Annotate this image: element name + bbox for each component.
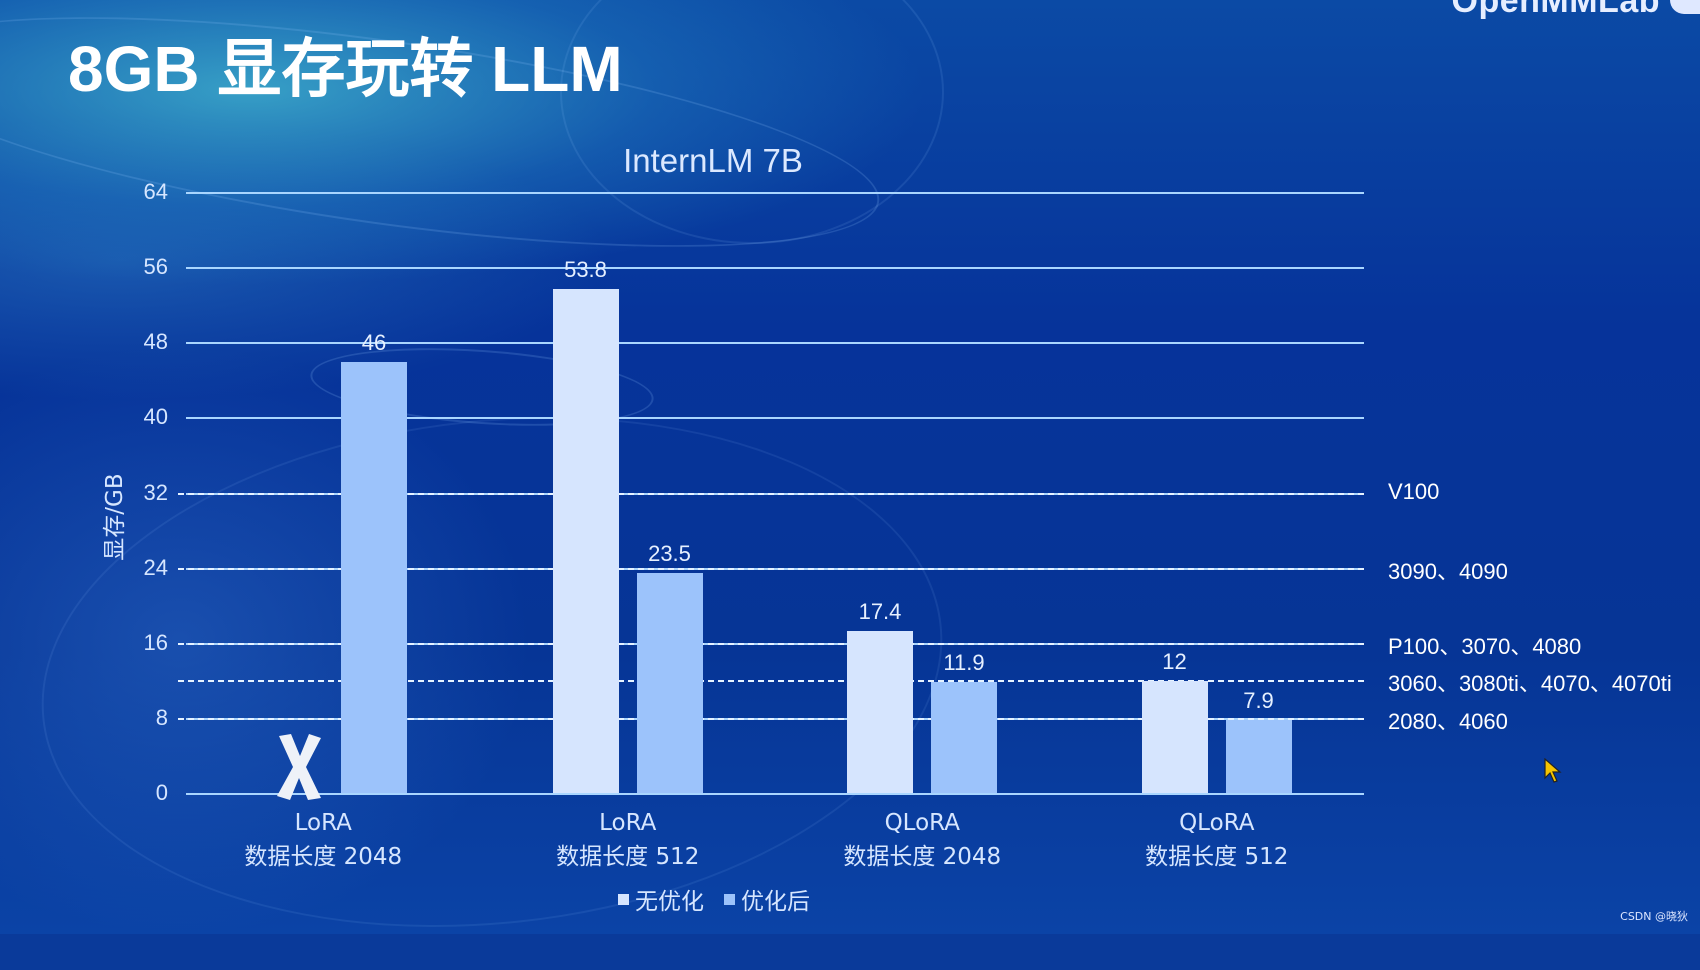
x-mark-icon (277, 734, 321, 800)
gpu-label: 3060、3080ti、4070、4070ti (1388, 671, 1672, 697)
y-tick-label: 16 (143, 629, 168, 655)
legend-item-opt: 优化后 (724, 882, 810, 916)
gridline (186, 192, 1364, 194)
gpu-label: V100 (1388, 478, 1440, 504)
gpu-reference-line (178, 567, 1364, 570)
gridline (186, 417, 1364, 420)
gridline (186, 267, 1364, 270)
gpu-reference-line (178, 642, 1364, 645)
gpu-reference-line (178, 717, 1364, 720)
x-category-label: QLoRA 数据长度 512 (1087, 806, 1347, 874)
data-label: 12 (1162, 649, 1187, 675)
legend-swatch-no-opt (618, 893, 629, 905)
brand-logo-mark-icon (1670, 0, 1700, 14)
y-tick-label: 0 (155, 780, 168, 805)
gpu-label: 3090、4090 (1388, 558, 1508, 584)
y-tick-label: 40 (143, 404, 168, 430)
gpu-label: 2080、4060 (1388, 708, 1508, 734)
y-tick-label: 64 (143, 179, 168, 204)
bar-opt (636, 573, 703, 794)
y-tick-label: 32 (143, 479, 168, 505)
x-category-label: LoRA 数据长度 512 (498, 806, 758, 874)
bar-opt (931, 682, 997, 794)
bar-noopt (1141, 681, 1208, 794)
gpu-reference-line (178, 680, 1364, 683)
x-category-line: QLoRA (1179, 810, 1255, 836)
x-category-line: 数据长度 2048 (244, 844, 403, 870)
chart-title: InternLM 7B (623, 142, 803, 179)
bar-noopt (552, 288, 619, 794)
data-label: 53.8 (564, 256, 607, 282)
data-label: 7.9 (1243, 687, 1274, 713)
x-category-line: QLoRA (884, 810, 960, 836)
legend-label: 优化后 (741, 889, 810, 915)
legend-label: 无优化 (635, 889, 704, 915)
data-label: 46 (361, 330, 387, 356)
mouse-cursor-icon (1544, 758, 1562, 783)
y-tick-label: 56 (143, 254, 168, 280)
bar-opt (341, 362, 407, 794)
x-category-line: 数据长度 512 (556, 844, 700, 870)
y-tick-label: 24 (143, 554, 168, 580)
gpu-reference-line (178, 492, 1364, 495)
gpu-label: P100、3070、4080 (1388, 633, 1582, 659)
data-label: 23.5 (648, 541, 691, 567)
bar-opt (1225, 719, 1292, 794)
gridline (186, 342, 1364, 345)
data-label: 17.4 (858, 598, 902, 624)
y-tick-label: 48 (143, 329, 168, 355)
x-category-line: LoRA (599, 810, 657, 836)
brand-logo: OpenMMLab (1451, 0, 1660, 20)
chart-legend: 无优化 优化后 (618, 882, 810, 916)
bar-noopt (847, 630, 913, 794)
x-category-line: LoRA (294, 810, 352, 836)
data-label: 11.9 (943, 650, 985, 676)
x-axis-baseline (186, 793, 1364, 795)
x-category-label: LoRA 数据长度 2048 (193, 806, 453, 874)
x-category-label: QLoRA 数据长度 2048 (792, 806, 1052, 874)
watermark: CSDN @晓狄 (1620, 910, 1688, 923)
x-category-line: 数据长度 512 (1145, 844, 1289, 870)
y-tick-label: 8 (155, 704, 168, 730)
slide-title: 8GB 显存玩转 LLM (68, 33, 623, 105)
legend-swatch-opt (724, 893, 735, 905)
legend-item-no-opt: 无优化 (618, 882, 704, 916)
x-category-line: 数据长度 2048 (843, 844, 1002, 870)
bar-chart: 显存/GB 0 8 16 24 32 40 48 56 64 V100 3090、4090 P100、… (102, 179, 1672, 874)
